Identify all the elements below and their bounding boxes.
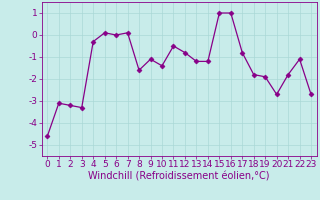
X-axis label: Windchill (Refroidissement éolien,°C): Windchill (Refroidissement éolien,°C)	[88, 172, 270, 182]
